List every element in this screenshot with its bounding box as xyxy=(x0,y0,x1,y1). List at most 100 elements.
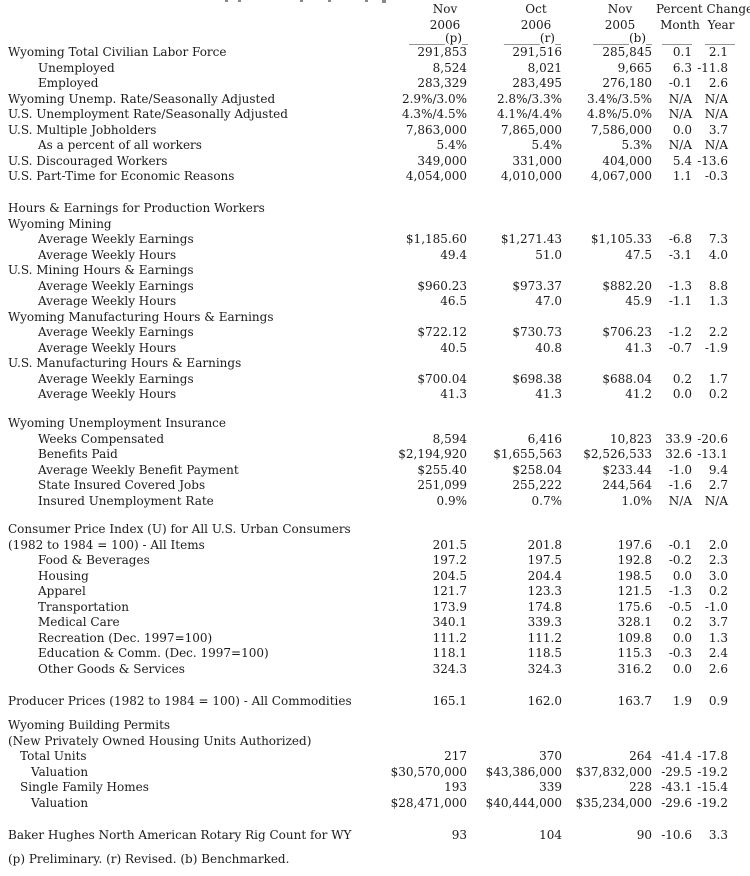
cell-pct-month xyxy=(652,522,692,538)
row-label: U.S. Part-Time for Economic Reasons xyxy=(8,169,235,183)
row-label: U.S. Manufacturing Hours & Earnings xyxy=(8,356,242,370)
cell-pct-year: 2.3 xyxy=(708,553,728,567)
cell-pct-month xyxy=(652,263,692,279)
table-row: U.S. Unemployment Rate/Seasonally Adjust… xyxy=(0,107,728,123)
col-underline-benchmarked: ______(b)_ xyxy=(592,31,652,45)
cropped-text-remnant xyxy=(365,0,368,2)
table-row: As a percent of all workers 5.4% 5.4% 5.3% N… xyxy=(0,138,728,154)
table-row: Benefits Paid $2,194,920 $1,655,563 $2,526,… xyxy=(0,447,728,463)
cell-nov-2005: 47.5 xyxy=(625,247,652,262)
cell-pct-year: 2.1 xyxy=(708,45,728,59)
row-label: Employed xyxy=(38,76,99,90)
table-row: Unemployed 8,524 8,021 9,665 6.3 -11.8 xyxy=(0,61,728,77)
cell-pct-year xyxy=(692,263,728,279)
cell-nov-2006: $722.12 xyxy=(417,325,467,339)
cell-nov-2005: 285,845 xyxy=(602,45,652,59)
cell-nov-2005: 175.6 xyxy=(617,599,652,614)
cell-oct-2006: 291,516 xyxy=(512,45,562,59)
cell-pct-month: N/A xyxy=(668,107,692,121)
cell-pct-year: -0.3 xyxy=(704,169,728,183)
cell-pct-month: -0.1 xyxy=(668,76,692,90)
table-section-0: Wyoming Total Civilian Labor Force 291,85… xyxy=(0,45,728,185)
cell-nov-2006: 283,329 xyxy=(417,76,467,90)
cell-oct-2006: $258.04 xyxy=(512,462,562,477)
cell-oct-2006: 331,000 xyxy=(512,153,562,168)
cell-nov-2006: 193 xyxy=(444,780,467,794)
cell-pct-year xyxy=(692,718,728,734)
table-row: Average Weekly Earnings $700.04 $698.38 $68… xyxy=(0,372,728,388)
cell-pct-year xyxy=(692,310,728,326)
cell-pct-month: N/A xyxy=(668,493,692,508)
cell-pct-month: -0.2 xyxy=(668,553,692,567)
cell-pct-month: 0.0 xyxy=(672,122,692,137)
cell-oct-2006: 370 xyxy=(539,749,562,763)
col-header-nov-2005-year: 2005 xyxy=(604,17,636,32)
cell-nov-2006: 349,000 xyxy=(417,153,467,168)
row-label: Medical Care xyxy=(38,615,120,629)
cell-nov-2005: 90 xyxy=(636,828,652,842)
cell-oct-2006 xyxy=(467,356,562,372)
footnote: (p) Preliminary. (r) Revised. (b) Benchm… xyxy=(8,852,290,866)
cell-pct-month: -1.0 xyxy=(668,462,692,477)
cell-nov-2005: 4.8%/5.0% xyxy=(586,107,652,121)
table-row: Valuation $28,471,000 $40,444,000 $35,234,0… xyxy=(0,796,728,812)
row-label: Benefits Paid xyxy=(38,447,118,461)
row-label: Valuation xyxy=(31,795,89,810)
row-label: Apparel xyxy=(38,584,86,598)
cell-pct-month xyxy=(652,356,692,372)
table-row: Average Weekly Hours 41.3 41.3 41.2 0.0 0.2 xyxy=(0,387,728,403)
cell-pct-year xyxy=(692,416,728,432)
cell-oct-2006: 4,010,000 xyxy=(500,169,562,183)
cell-oct-2006: 283,495 xyxy=(512,76,562,90)
col-header-month: Month xyxy=(660,17,700,32)
cell-nov-2006 xyxy=(380,263,467,279)
row-label: Average Weekly Earnings xyxy=(38,325,194,339)
cell-pct-month: 1.9 xyxy=(672,694,692,708)
cell-nov-2005: 192.8 xyxy=(617,553,652,567)
table-row: State Insured Covered Jobs 251,099 255,222… xyxy=(0,478,728,494)
cell-pct-year: -13.6 xyxy=(697,153,728,168)
row-label: Food & Beverages xyxy=(38,553,150,567)
cell-pct-month xyxy=(652,201,692,217)
row-label: State Insured Covered Jobs xyxy=(38,478,206,492)
cell-nov-2005 xyxy=(562,718,652,734)
cell-nov-2005: 244,564 xyxy=(602,478,652,492)
cell-nov-2006: $30,570,000 xyxy=(390,764,467,779)
table-row: U.S. Multiple Jobholders 7,863,000 7,865,0… xyxy=(0,123,728,139)
cell-pct-year: 0.2 xyxy=(708,584,728,598)
cell-nov-2006: 118.1 xyxy=(432,646,467,660)
cell-pct-year: N/A xyxy=(704,493,728,508)
cell-pct-year: 7.3 xyxy=(708,232,728,246)
cropped-text-remnant xyxy=(300,0,303,2)
table-row: Wyoming Unemp. Rate/Seasonally Adjusted 2… xyxy=(0,92,728,108)
table-row: Employed 283,329 283,495 276,180 -0.1 2.6 xyxy=(0,76,728,92)
cell-nov-2005 xyxy=(562,356,652,372)
cell-pct-month xyxy=(652,734,692,750)
cell-nov-2005 xyxy=(562,522,652,538)
table-row: Hours & Earnings for Production Workers xyxy=(0,201,728,217)
cell-nov-2006: 4.3%/4.5% xyxy=(401,107,467,121)
cell-pct-year: 8.8 xyxy=(708,278,728,293)
cell-pct-year: 0.2 xyxy=(708,387,728,401)
row-label: Valuation xyxy=(31,764,89,779)
row-label: U.S. Unemployment Rate/Seasonally Adjust… xyxy=(8,107,288,121)
cell-nov-2005: 264 xyxy=(629,749,652,763)
cell-pct-year: 3.3 xyxy=(708,828,728,842)
cell-pct-year: 9.4 xyxy=(708,462,728,477)
cropped-text-remnant xyxy=(328,0,331,2)
table-row: Single Family Homes 193 339 228 -43.1 -15.4 xyxy=(0,780,728,796)
row-label: Average Weekly Earnings xyxy=(38,371,194,386)
cell-pct-year: 4.0 xyxy=(708,247,728,262)
row-label: Wyoming Manufacturing Hours & Earnings xyxy=(8,309,274,324)
table-row: Wyoming Building Permits xyxy=(0,718,728,734)
row-label: Consumer Price Index (U) for All U.S. Ur… xyxy=(8,522,351,536)
cell-oct-2006 xyxy=(467,263,562,279)
cell-oct-2006 xyxy=(467,310,562,326)
cell-nov-2005: 41.3 xyxy=(625,340,652,355)
cell-nov-2006 xyxy=(380,310,467,326)
cell-pct-year: -20.6 xyxy=(697,431,728,446)
cell-pct-year: 2.4 xyxy=(708,646,728,660)
cell-nov-2005 xyxy=(562,734,652,750)
cell-oct-2006: 118.5 xyxy=(527,646,562,660)
col-header-oct-2006-month: Oct xyxy=(525,2,547,16)
